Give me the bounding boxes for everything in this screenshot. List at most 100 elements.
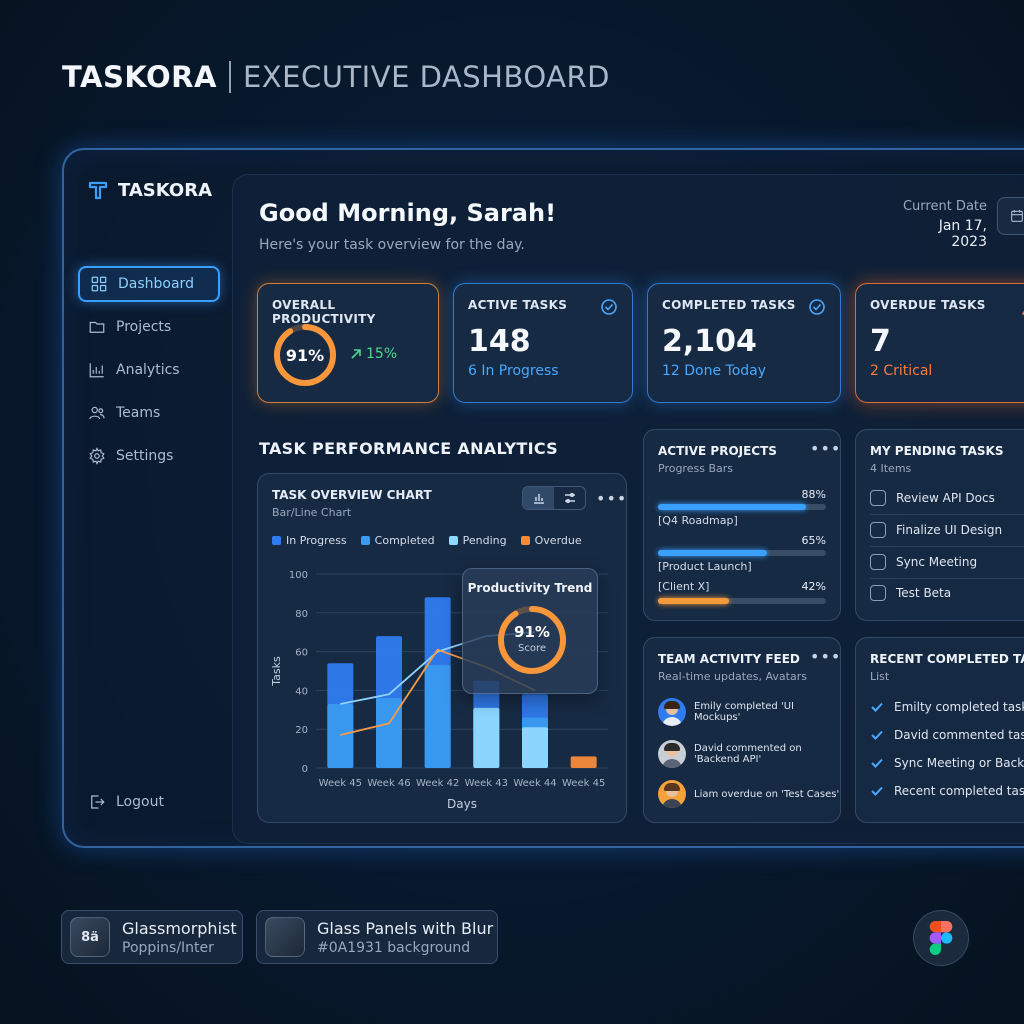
task-checkbox[interactable] [870,554,886,570]
project-name: [Q4 Roadmap] [658,514,738,527]
card-title: MY PENDING TASKS [870,444,1004,458]
popup-value: 91% [514,623,550,641]
chart-toggle-group [522,486,586,510]
sidebar-item-label: Projects [116,319,172,335]
kpi-active-tasks[interactable]: ACTIVE TASKS 148 6 In Progress [453,283,633,403]
task-checkbox[interactable] [870,585,886,601]
filter-toggle[interactable] [554,487,585,509]
card-subtitle: Real-time updates, Avatars [658,670,807,683]
trend-value: 15% [366,346,398,362]
card-subtitle: 4 Items [870,462,912,475]
project-progress-fill [658,550,768,556]
bar-pending [522,727,548,768]
chart-legend: In Progress Completed Pending Overdue [272,534,582,547]
recent-task-item[interactable]: Emilty completed tasks [870,700,1024,714]
card-subtitle: Progress Bars [658,462,733,475]
projects-more-button[interactable]: ••• [810,439,842,458]
kpi-overdue-tasks[interactable]: OVERDUE TASKS 7 2 Critical [855,283,1024,403]
chart-card-title: TASK OVERVIEW CHART [272,488,432,502]
trend-up-icon [351,349,361,359]
legend-item-overdue: Overdue [520,534,582,547]
bar-chart-toggle[interactable] [523,487,554,509]
kpi-sub: 6 In Progress [468,363,559,379]
popup-title: Productivity Trend [467,581,593,595]
checkmark-icon [871,786,883,796]
analytics-icon [89,363,104,378]
kpi-title: OVERDUE TASKS [870,298,986,312]
legend-item-completed: Completed [360,534,435,547]
kpi-title: COMPLETED TASKS [662,298,796,312]
bar-overdue [570,756,597,768]
sidebar-item-projects[interactable]: Projects [78,309,220,345]
checkmark-icon [871,758,883,768]
panel-spec-title: Glass Panels with Blur [317,918,494,938]
y-tick-label: 80 [295,609,308,620]
divider [870,578,1024,579]
kpi-value: 2,104 [662,324,757,359]
feed-more-button[interactable]: ••• [810,647,842,666]
chart-more-button[interactable]: ••• [596,489,628,508]
font-icon: 8ä [70,917,110,957]
legend-item-in-progress: In Progress [272,534,347,547]
feed-item[interactable]: David commented on 'Backend API' [658,740,802,768]
card-subtitle: List [870,670,890,683]
card-title: RECENT COMPLETED TASKS [870,652,1024,666]
sidebar-item-analytics[interactable]: Analytics [78,352,220,388]
font-spec-subtitle: Poppins/Inter [122,939,214,956]
date-label: Current Date [902,199,987,214]
pending-tasks-card: MY PENDING TASKS 4 Items Review API Docs… [855,429,1024,621]
pending-task-item[interactable]: Sync Meeting [870,554,977,570]
bar-completed [376,698,402,768]
avatar [658,698,686,726]
x-tick-label: Week 45 [319,778,362,789]
sidebar-logo-text: TASKORA [118,179,213,201]
y-tick-label: 40 [295,686,308,697]
logout-icon [91,795,105,809]
x-tick-label: Week 42 [416,778,459,789]
dashboard-window: TASKORA Dashboard Projects Analytics Tea… [62,148,1024,848]
bar-chart-icon [533,494,544,504]
recent-task-item[interactable]: David commented tasks [870,728,1024,742]
productivity-ring-fill [274,324,336,386]
figma-icon[interactable] [913,910,969,966]
pending-task-item[interactable]: Review API Docs [870,490,995,506]
dashboard-icon [91,276,107,292]
bar-completed [327,703,354,768]
kpi-sub: 2 Critical [870,363,933,379]
teams-icon [89,406,105,420]
sidebar-item-teams[interactable]: Teams [78,395,220,431]
task-checkbox[interactable] [870,490,886,506]
pending-task-item[interactable]: Test Beta [870,585,951,601]
logout-button[interactable]: Logout [88,793,164,811]
calendar-button[interactable] [997,197,1024,235]
productivity-value: 91% [285,345,325,365]
avatar [658,780,686,808]
taskora-logo-icon [88,181,108,200]
project-name: [Product Launch] [658,560,752,573]
folder-icon [89,321,105,333]
popup-ring-fill [498,606,566,674]
task-checkbox[interactable] [870,522,886,538]
page-subtitle: EXECUTIVE DASHBOARD [242,60,610,94]
kpi-sub: 12 Done Today [662,363,767,379]
project-percent: 65% [801,534,826,547]
project-name: [Client X] [658,580,710,593]
chart-card-subtitle: Bar/Line Chart [272,506,352,519]
divider [870,546,1024,547]
kpi-overall-productivity[interactable]: OVERALL PRODUCTIVITY 91% 15% [257,283,439,403]
feed-item[interactable]: Liam overdue on 'Test Cases' [658,780,839,808]
sidebar-item-dashboard[interactable]: Dashboard [78,266,220,302]
pending-task-item[interactable]: Finalize UI Design [870,522,1002,538]
kpi-completed-tasks[interactable]: COMPLETED TASKS 2,104 12 Done Today [647,283,841,403]
analytics-section-title: TASK PERFORMANCE ANALYTICS [259,439,558,458]
sidebar-item-settings[interactable]: Settings [78,438,220,474]
recent-task-item[interactable]: Recent completed tasks [870,784,1024,798]
checkmark-icon [871,730,883,740]
calendar-icon [1011,210,1023,222]
kpi-value: 7 [870,324,891,359]
project-progress-fill [658,504,806,510]
feed-item[interactable]: Emily completed 'UI Mockups' [658,698,840,726]
recent-task-item[interactable]: Sync Meeting or Backend [870,756,1024,770]
sidebar-logo[interactable]: TASKORA [86,178,212,202]
legend-item-pending: Pending [448,534,507,547]
